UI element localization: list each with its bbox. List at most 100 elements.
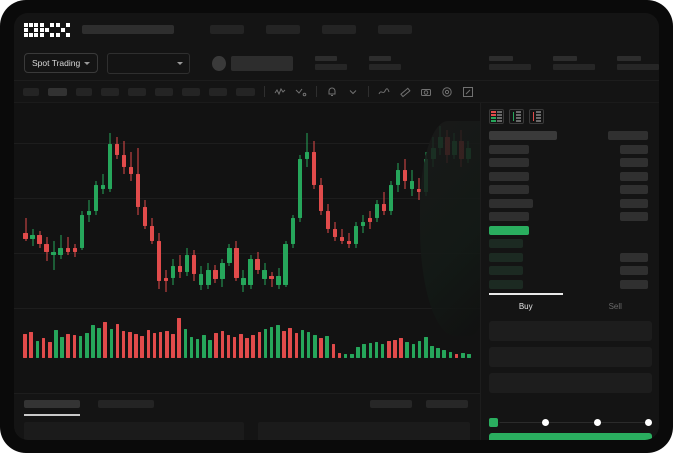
candle-wick xyxy=(88,199,90,222)
camera-icon[interactable] xyxy=(420,86,432,98)
order-book-row[interactable] xyxy=(481,144,659,156)
stepper-step-2[interactable] xyxy=(542,418,550,426)
volume-bar xyxy=(306,332,311,358)
order-book-size-cell xyxy=(608,131,648,140)
indicator-icon[interactable] xyxy=(274,86,286,98)
order-amount-field[interactable] xyxy=(489,347,652,367)
volume-bar xyxy=(313,335,317,358)
tab-sell[interactable]: Sell xyxy=(571,293,660,319)
timeframe-6[interactable] xyxy=(155,87,173,96)
timeframe-9[interactable] xyxy=(236,87,255,96)
order-book-row[interactable] xyxy=(481,239,659,250)
nav-item-3[interactable] xyxy=(322,25,356,34)
candle-body xyxy=(410,181,415,189)
order-total-field[interactable] xyxy=(489,373,652,393)
candle-body xyxy=(220,262,225,280)
orders-action-2[interactable] xyxy=(426,400,468,408)
volume-bar xyxy=(202,335,206,358)
nav-item-1[interactable] xyxy=(210,25,244,34)
order-book-row[interactable] xyxy=(481,171,659,183)
order-book-row[interactable] xyxy=(481,252,659,264)
timeframe-1[interactable] xyxy=(23,87,39,96)
order-book-price-cell xyxy=(489,185,529,194)
order-book-row[interactable] xyxy=(481,212,659,223)
pair-selector[interactable] xyxy=(107,52,191,74)
stepper-step-4[interactable] xyxy=(644,418,652,426)
stepper-step-1[interactable] xyxy=(489,417,498,427)
price-chart[interactable] xyxy=(14,103,480,393)
orderbook-asks-icon[interactable] xyxy=(529,109,544,124)
candle-body xyxy=(72,247,77,252)
orderbook-both-icon[interactable] xyxy=(489,109,504,124)
order-book-row[interactable] xyxy=(481,185,659,196)
timeframe-8[interactable] xyxy=(209,87,227,96)
logo-block-o xyxy=(24,22,38,37)
timeframe-5[interactable] xyxy=(128,87,146,96)
candle-body xyxy=(51,251,56,256)
volume-bar xyxy=(195,338,200,358)
timeframe-3[interactable] xyxy=(76,87,92,96)
chevron-down-icon[interactable] xyxy=(347,86,359,98)
volume-bar xyxy=(146,330,151,358)
orderbook-bids-icon[interactable] xyxy=(509,109,524,124)
amount-stepper[interactable] xyxy=(489,416,652,428)
order-book-row[interactable] xyxy=(481,131,659,142)
nav-item-2[interactable] xyxy=(266,25,300,34)
candle xyxy=(213,111,218,296)
nav-item-4[interactable] xyxy=(378,25,412,34)
candle xyxy=(93,111,98,296)
orders-tab-2[interactable] xyxy=(98,400,154,408)
volume-bar xyxy=(41,337,46,358)
candle xyxy=(206,111,211,296)
volume-bar xyxy=(294,333,299,358)
order-book-row[interactable] xyxy=(481,279,659,291)
stat-item xyxy=(369,56,401,70)
chevron-down-icon xyxy=(84,61,91,65)
fullscreen-icon[interactable] xyxy=(462,86,474,98)
spot-trading-selector[interactable]: Spot Trading xyxy=(24,53,99,73)
volume-bar xyxy=(380,344,385,358)
line-chart-icon[interactable] xyxy=(378,86,390,98)
place-order-button[interactable] xyxy=(489,433,652,440)
volume-bar xyxy=(183,329,188,358)
settings-icon[interactable] xyxy=(441,86,453,98)
candle-wick xyxy=(60,234,62,259)
candle xyxy=(346,111,352,296)
tab-buy[interactable]: Buy xyxy=(481,293,571,319)
okx-logo-icon[interactable]: OKX xyxy=(24,22,70,37)
timeframe-2[interactable] xyxy=(48,87,67,96)
candle-body xyxy=(107,144,113,189)
volume-bar xyxy=(337,353,342,358)
orders-action-1[interactable] xyxy=(370,400,412,408)
order-book-row[interactable] xyxy=(481,266,659,277)
compare-icon[interactable] xyxy=(295,86,307,98)
nav-primary-placeholder[interactable] xyxy=(82,25,174,34)
volume-bar xyxy=(436,347,440,358)
order-book-row[interactable] xyxy=(481,158,659,169)
candle-body xyxy=(290,218,295,245)
orders-tab-1[interactable] xyxy=(24,400,80,408)
stat-label xyxy=(489,56,513,61)
spot-trading-label: Spot Trading xyxy=(32,58,81,68)
stepper-step-3[interactable] xyxy=(593,418,601,426)
volume-bar xyxy=(23,334,27,358)
ruler-icon[interactable] xyxy=(399,86,411,98)
timeframe-7[interactable] xyxy=(182,87,200,96)
order-book-row[interactable] xyxy=(481,225,659,237)
candle xyxy=(72,111,77,296)
order-book-price-cell xyxy=(489,212,529,221)
candle-body xyxy=(353,225,359,245)
order-book-row[interactable] xyxy=(481,198,659,210)
timeframe-4[interactable] xyxy=(101,87,119,96)
order-price-field[interactable] xyxy=(489,321,652,341)
volume-bar xyxy=(399,337,403,358)
volume-bar xyxy=(393,339,397,358)
stat-value xyxy=(553,64,595,70)
volume-bar xyxy=(121,331,126,358)
alert-icon[interactable] xyxy=(326,86,338,98)
chevron-down-icon xyxy=(177,61,184,65)
volume-bar xyxy=(208,339,212,358)
candle xyxy=(395,111,401,296)
toolbar-divider xyxy=(264,86,265,97)
stat-item xyxy=(553,56,595,70)
